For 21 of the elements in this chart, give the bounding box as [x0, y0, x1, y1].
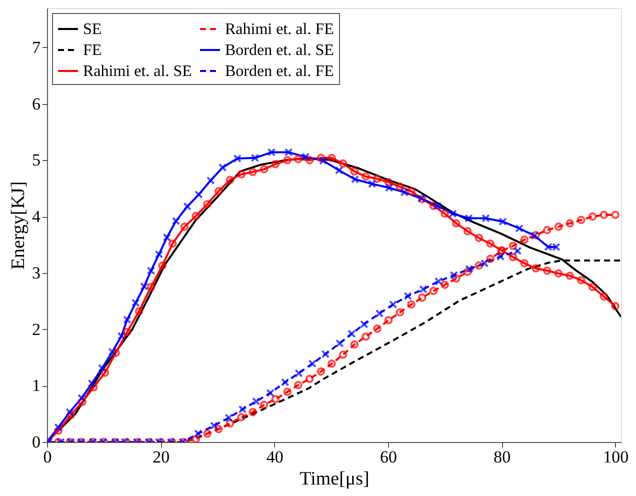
legend-label: Borden et. al. FE: [225, 63, 334, 80]
y-tick-label: 7: [32, 38, 41, 57]
y-tick-label: 2: [32, 320, 40, 339]
y-axis-title: Energy[KJ]: [8, 181, 29, 270]
y-tick-label: 6: [32, 94, 40, 114]
legend-label: Rahimi et. al. SE: [83, 63, 192, 80]
legend-label: Rahimi et. al. FE: [225, 21, 334, 38]
y-tick-label: 3: [32, 263, 40, 282]
y-tick-label: 5: [32, 150, 40, 170]
x-tick-label: 60: [380, 448, 397, 466]
legend-label: SE: [83, 21, 102, 38]
x-tick-label: 100: [603, 448, 629, 466]
x-tick-label: 20: [152, 448, 170, 466]
legend-label: FE: [83, 42, 102, 59]
x-tick-label: 40: [266, 448, 284, 466]
x-axis-title: Time[μs]: [300, 468, 370, 490]
x-tick-label: 80: [494, 448, 511, 466]
y-tick-label: 0: [32, 432, 40, 452]
y-tick-label: 4: [32, 207, 41, 226]
legend-label: Borden et. al. SE: [225, 42, 334, 59]
y-tick-label: 1: [32, 376, 40, 396]
